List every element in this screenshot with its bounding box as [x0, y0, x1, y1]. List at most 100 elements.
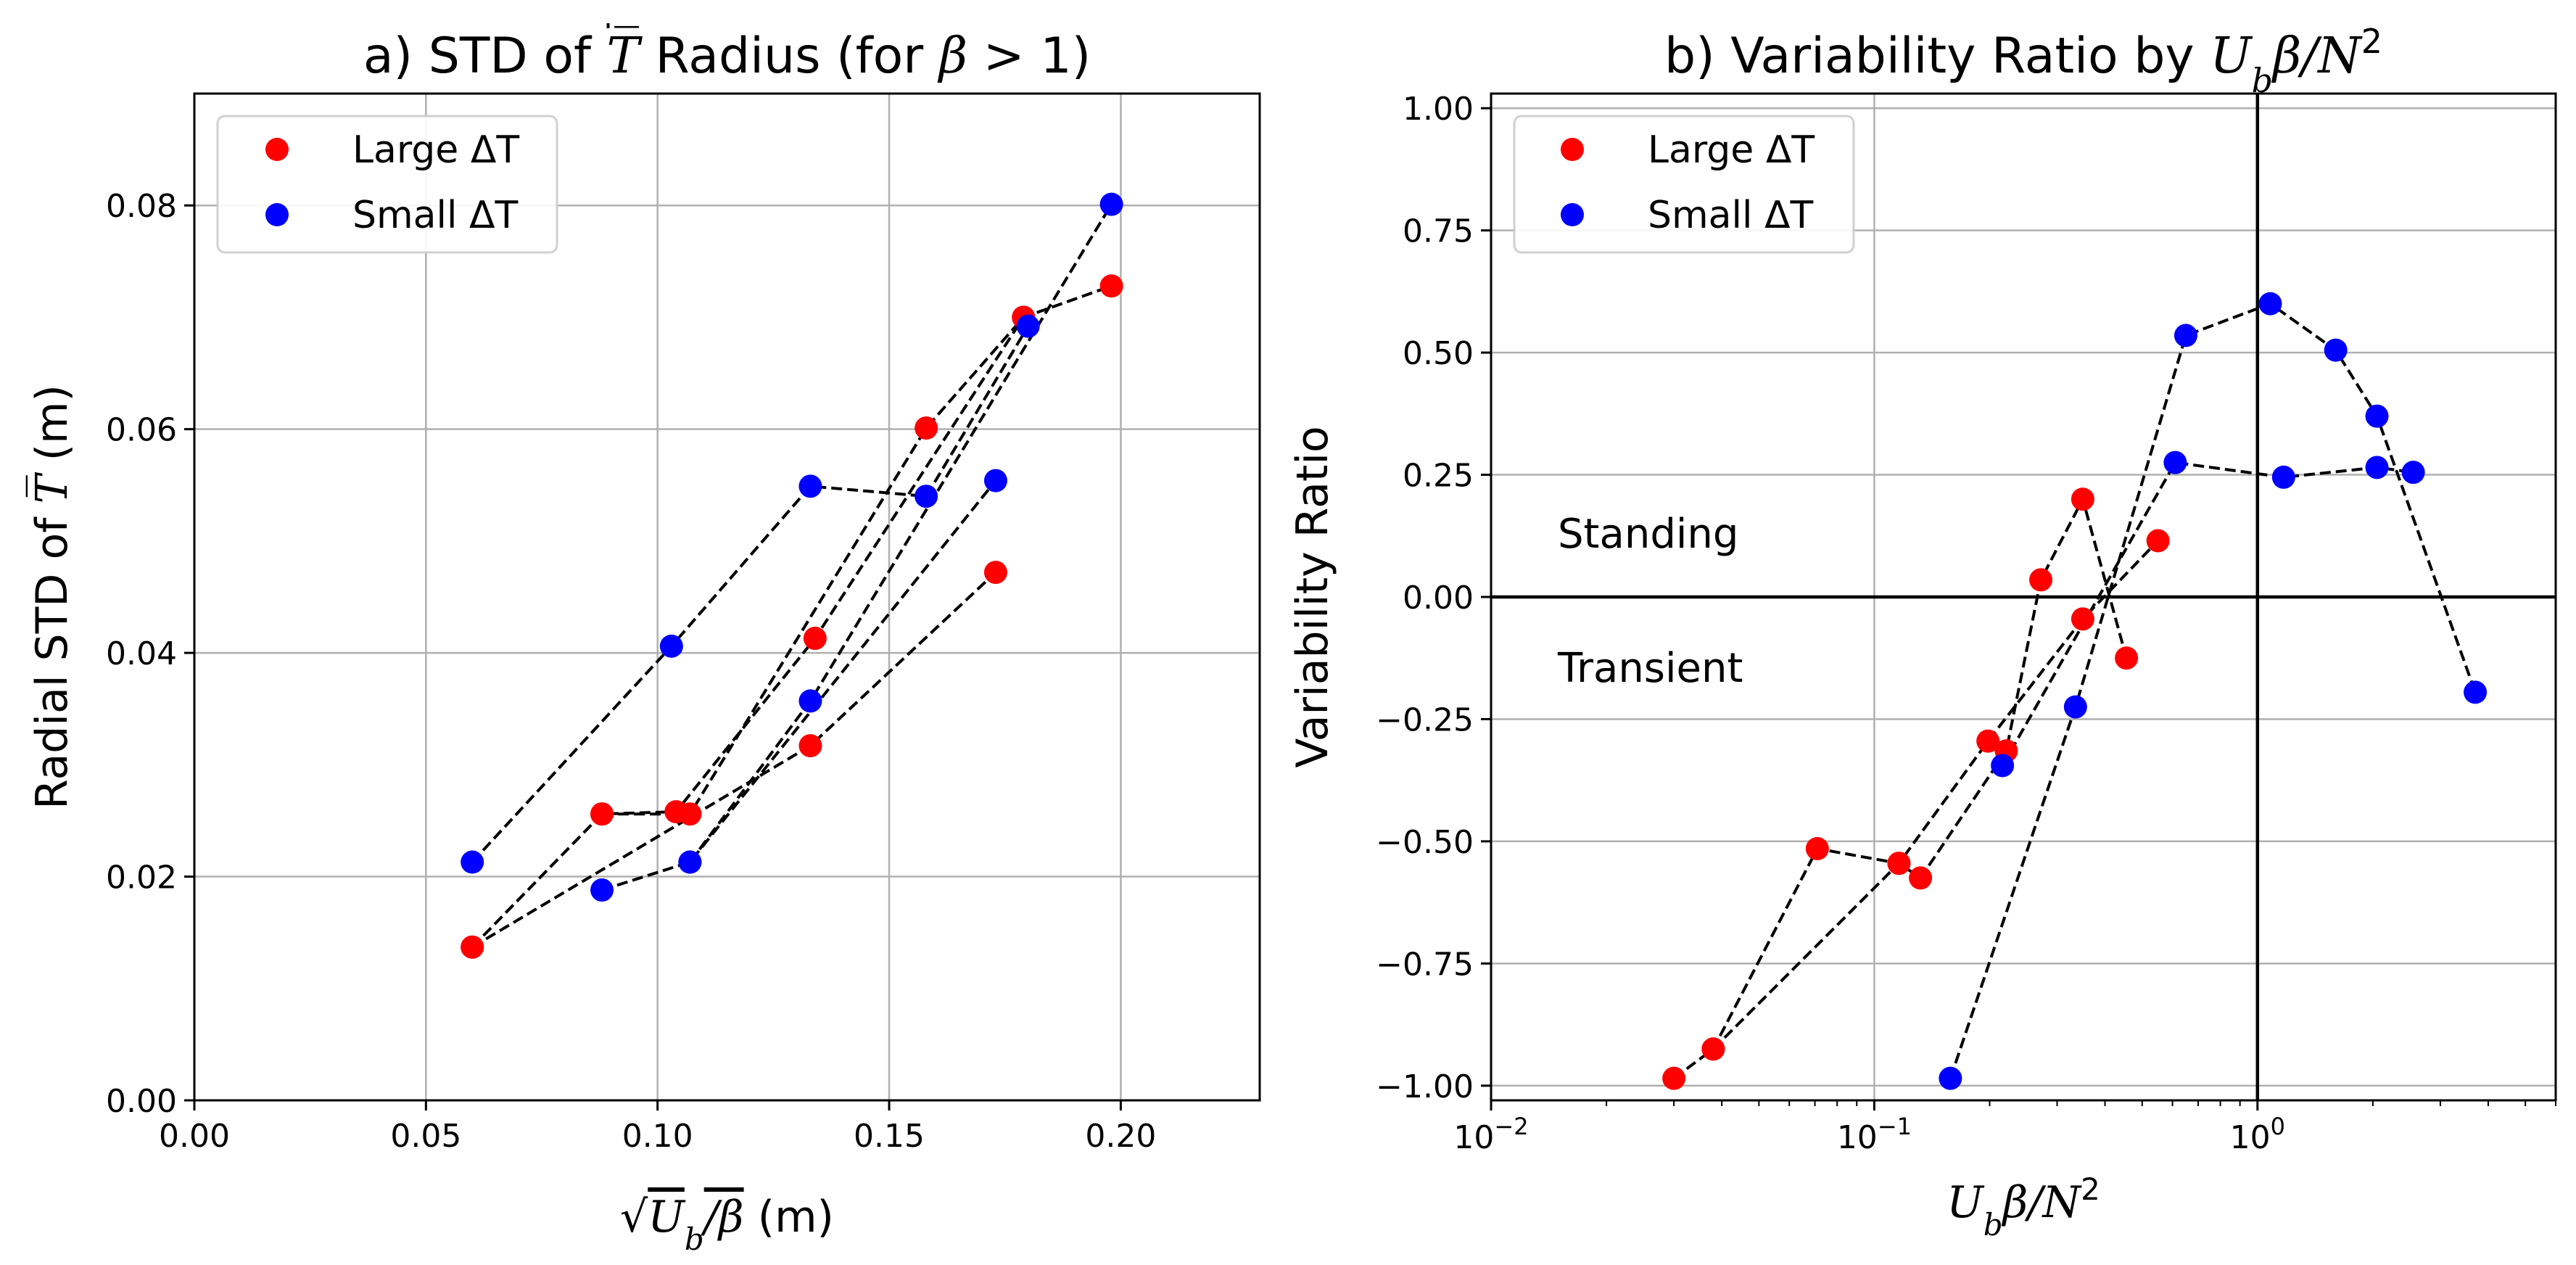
xlabel-part: b: [685, 1221, 704, 1257]
series-dashed-line: [2001, 461, 2414, 767]
chart-title: b) Variability Ratio by Ubβ/N2: [1664, 22, 2382, 100]
xlabel-part: /β: [701, 1192, 744, 1243]
data-point-small-dt: [2324, 338, 2348, 362]
y-tick-label: −0.25: [1376, 701, 1474, 738]
ylabel-part: T̅: [25, 472, 78, 504]
legend-box: [216, 115, 558, 254]
data-point-large-dt: [2146, 529, 2170, 553]
data-point-large-dt: [2071, 487, 2094, 511]
y-tick-label: 0.02: [106, 860, 177, 897]
data-point-small-dt: [1099, 192, 1123, 216]
tick-exponent: 0: [2271, 1113, 2285, 1140]
data-point-large-dt: [2115, 646, 2139, 670]
xlabel-part: β/N: [2002, 1177, 2083, 1228]
annotation-standing: Standing: [1558, 511, 1738, 558]
x-tick-label: 0.00: [159, 1118, 230, 1155]
x-tick-label: 100: [2230, 1113, 2285, 1156]
title-part: Radius (for: [640, 28, 939, 85]
data-point-large-dt: [983, 561, 1007, 585]
y-tick-label: 0.25: [1403, 458, 1474, 495]
legend-label: Small ΔT: [352, 194, 519, 237]
data-point-small-dt: [659, 634, 683, 658]
data-point-large-dt: [915, 416, 938, 440]
chart-title: a) STD of T̅ Radius (for β > 1): [363, 27, 1091, 85]
data-point-large-dt: [1805, 837, 1829, 860]
data-point-small-dt: [2365, 404, 2389, 428]
data-point-small-dt: [2174, 324, 2197, 347]
panel-a: 0.00 0.05 0.10 0.15 0.20 0.00 0.02 0.04 0.06 0.08…: [25, 27, 1261, 1257]
xlabel-part: (m): [744, 1192, 834, 1243]
y-tick-label: 0.50: [1403, 335, 1474, 372]
data-point-small-dt: [590, 878, 614, 902]
data-point-large-dt: [798, 734, 822, 758]
annotation-transient: Transient: [1557, 645, 1743, 692]
y-tick-label: 0.08: [106, 188, 177, 225]
title-part: > 1): [967, 28, 1091, 85]
tick-exponent: −2: [1494, 1113, 1528, 1140]
x-axis-label: Ubβ/N2: [1947, 1171, 2100, 1243]
data-point-large-dt: [2071, 607, 2094, 631]
data-point-small-dt: [915, 485, 938, 508]
x-tick-label: 0.20: [1085, 1118, 1156, 1155]
data-point-large-dt: [590, 802, 614, 826]
legend: Large ΔT Small ΔT: [1513, 115, 1855, 254]
x-tick-label: 0.05: [390, 1118, 461, 1155]
y-tick-label: 1.00: [1403, 91, 1474, 128]
title-part: U: [2210, 28, 2253, 85]
data-point-large-dt: [1976, 729, 2000, 753]
legend-label: Large ΔT: [1648, 128, 1815, 172]
series-dashed-line: [1672, 495, 2129, 1080]
title-part: b) Variability Ratio by: [1664, 28, 2210, 85]
series-dashed-line: [601, 479, 997, 891]
legend-box: [1513, 115, 1855, 254]
xlabel-part: √: [620, 1192, 648, 1243]
y-tick-label: 0.00: [1403, 580, 1474, 617]
y-axis-label: Variability Ratio: [1287, 426, 1338, 768]
xlabel-part: U: [1947, 1177, 1985, 1228]
legend-label: Large ΔT: [352, 128, 519, 172]
data-point-small-dt: [2063, 695, 2087, 719]
x-tick-label: 10−1: [1837, 1113, 1912, 1156]
data-point-small-dt: [1991, 754, 2015, 778]
ylabel-part: Radial STD of: [27, 504, 78, 809]
legend-marker: [265, 203, 289, 226]
data-point-large-dt: [1701, 1037, 1725, 1061]
y-tick-label: −0.75: [1376, 946, 1474, 983]
data-point-small-dt: [2464, 680, 2488, 704]
data-point-large-dt: [2029, 568, 2053, 592]
y-tick-label: 0.06: [106, 412, 177, 449]
data-point-small-dt: [2401, 461, 2425, 485]
series-dashed-line: [688, 203, 1113, 863]
x-axis-label: √Ub/β (m): [620, 1192, 834, 1257]
data-point-large-dt: [1662, 1066, 1686, 1090]
title-part: β/N: [2271, 28, 2363, 85]
tick-base: 10: [2230, 1119, 2271, 1156]
data-point-large-dt: [1887, 852, 1911, 875]
y-tick-label: −1.00: [1376, 1068, 1474, 1105]
title-part: b: [2252, 61, 2273, 100]
data-point-small-dt: [461, 850, 484, 874]
xlabel-part: U: [648, 1192, 686, 1243]
series-dashed-line: [1949, 302, 2477, 1079]
data-point-small-dt: [1016, 314, 1040, 338]
data-point-small-dt: [678, 850, 702, 874]
y-tick-label: −0.50: [1376, 824, 1474, 861]
data-point-small-dt: [2365, 456, 2389, 479]
data-point-large-dt: [1099, 274, 1123, 298]
tick-base: 10: [1453, 1119, 1494, 1156]
data-point-large-dt: [678, 802, 702, 826]
data-point-small-dt: [798, 689, 822, 713]
data-point-small-dt: [983, 469, 1007, 493]
x-tick-label: 0.15: [854, 1118, 925, 1155]
legend-marker: [1561, 203, 1584, 226]
series-dashed-line: [471, 325, 1030, 863]
title-part: β: [937, 28, 967, 85]
x-tick-label: 10−2: [1453, 1113, 1528, 1156]
title-part: a) STD of: [363, 28, 607, 85]
legend-label: Small ΔT: [1648, 194, 1814, 237]
legend: Large ΔT Small ΔT: [216, 115, 558, 254]
series-dashed-line: [602, 284, 1112, 816]
data-point-small-dt: [2271, 465, 2295, 489]
legend-marker: [265, 138, 289, 161]
